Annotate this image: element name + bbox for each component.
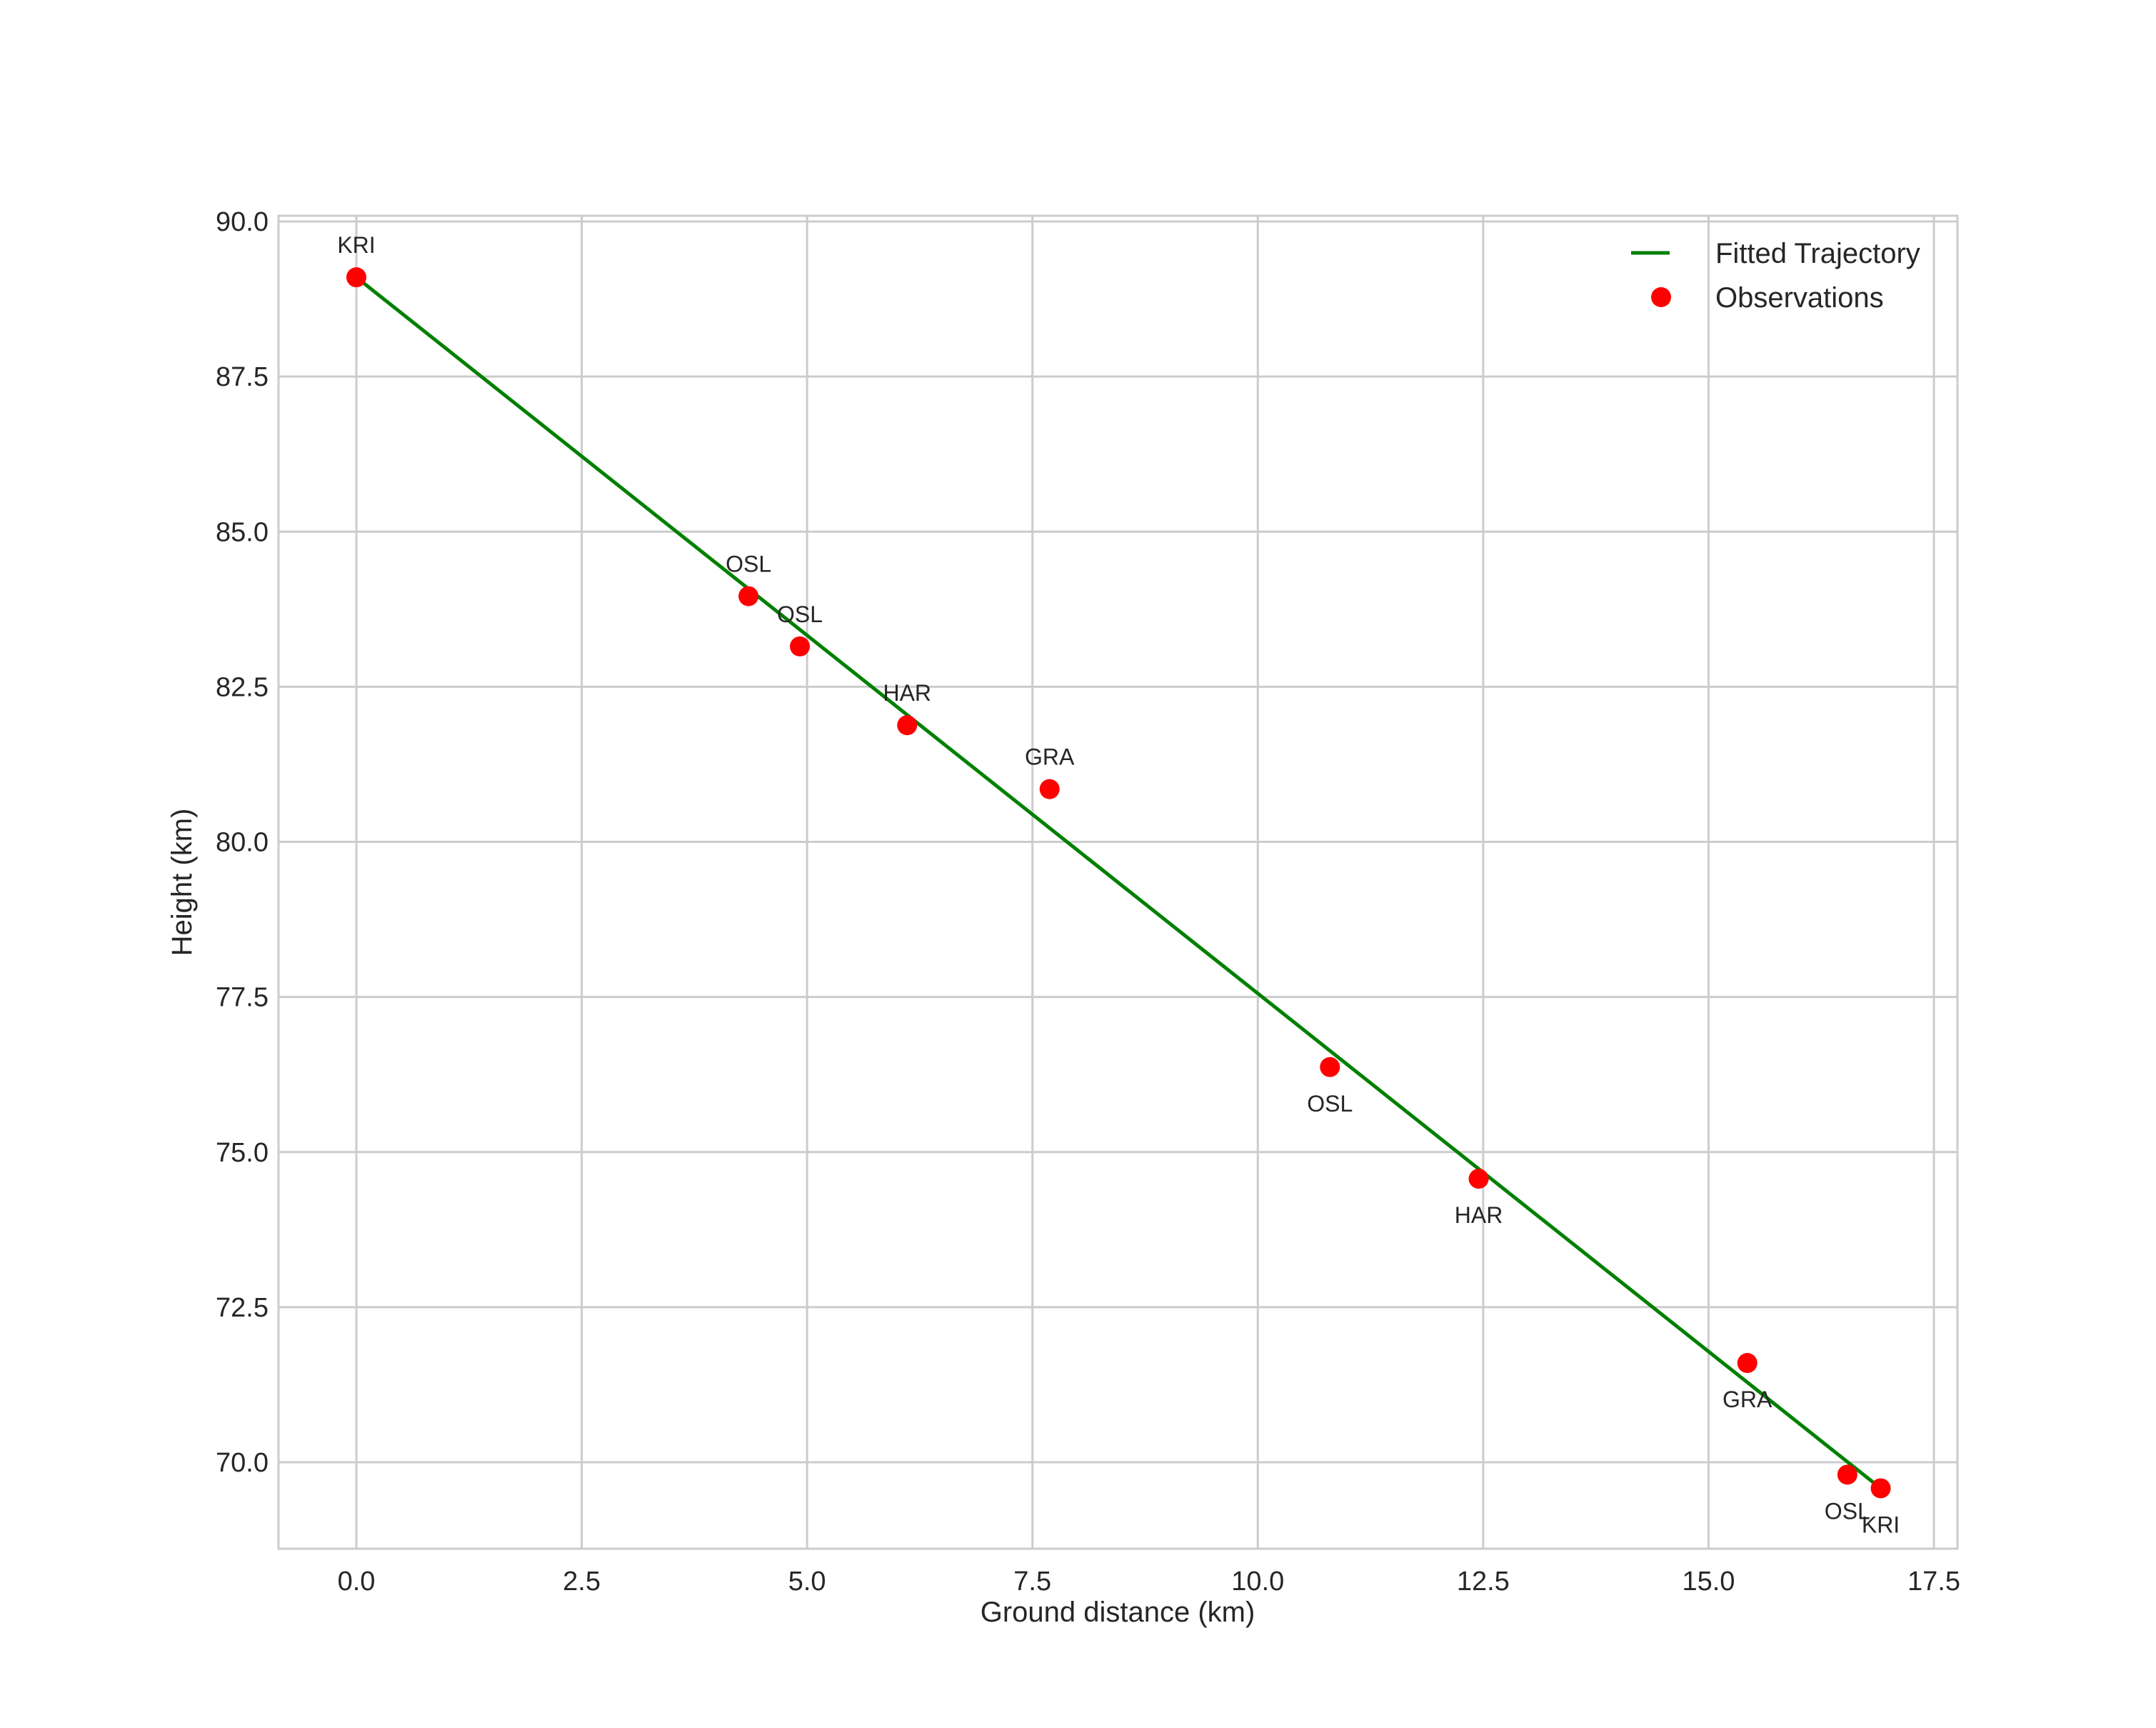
legend-label-observations: Observations bbox=[1715, 282, 1884, 314]
observation-point bbox=[790, 636, 811, 656]
observation-point bbox=[1870, 1478, 1891, 1499]
legend-circle-icon bbox=[1651, 287, 1671, 307]
axes-frame bbox=[277, 214, 1959, 1550]
station-label: HAR bbox=[883, 680, 931, 706]
y-tick-label: 90.0 bbox=[216, 207, 269, 237]
station-label: KRI bbox=[337, 232, 375, 258]
x-tick-label: 2.5 bbox=[563, 1567, 601, 1597]
station-label: GRA bbox=[1723, 1387, 1773, 1412]
station-label: OSL bbox=[726, 551, 771, 577]
y-axis-label: Height (km) bbox=[166, 809, 198, 957]
grid-lines bbox=[279, 216, 1957, 1549]
legend: Fitted Trajectory Observations bbox=[1631, 238, 1920, 314]
y-tick-label: 75.0 bbox=[216, 1138, 269, 1168]
station-label: OSL bbox=[777, 601, 823, 627]
station-label: KRI bbox=[1862, 1512, 1900, 1537]
observation-point bbox=[1039, 779, 1060, 799]
y-tick-label: 85.0 bbox=[216, 517, 269, 547]
x-tick-label: 5.0 bbox=[788, 1567, 826, 1597]
legend-label-fitted-trajectory: Fitted Trajectory bbox=[1715, 238, 1920, 269]
fitted-trajectory-path bbox=[355, 276, 1882, 1490]
observation-point bbox=[1468, 1169, 1489, 1189]
y-tick-label: 72.5 bbox=[216, 1293, 269, 1323]
observation-point bbox=[897, 715, 918, 736]
x-tick-label: 0.0 bbox=[338, 1567, 376, 1597]
x-tick-label: 12.5 bbox=[1457, 1567, 1510, 1597]
x-tick-label: 7.5 bbox=[1013, 1567, 1051, 1597]
x-tick-label: 17.5 bbox=[1907, 1567, 1960, 1597]
station-label: HAR bbox=[1455, 1202, 1503, 1228]
station-label: OSL bbox=[1307, 1091, 1353, 1117]
x-tick-label: 15.0 bbox=[1682, 1567, 1735, 1597]
y-tick-label: 87.5 bbox=[216, 362, 269, 392]
observation-point bbox=[1837, 1464, 1857, 1485]
observation-point bbox=[1737, 1353, 1758, 1374]
observation-point bbox=[1320, 1057, 1340, 1077]
x-axis-ticks: 0.0 2.5 5.0 7.5 10.0 12.5 15.0 17.5 bbox=[338, 1567, 1960, 1597]
y-axis-ticks: 70.0 72.5 75.0 77.5 80.0 82.5 85.0 87.5 90.0 bbox=[216, 207, 269, 1478]
y-tick-label: 82.5 bbox=[216, 672, 269, 702]
y-tick-label: 70.0 bbox=[216, 1448, 269, 1478]
x-tick-label: 10.0 bbox=[1231, 1567, 1284, 1597]
y-tick-label: 77.5 bbox=[216, 983, 269, 1013]
fitted-trajectory-line bbox=[355, 276, 1882, 1490]
x-axis-label: Ground distance (km) bbox=[981, 1597, 1255, 1628]
station-label: OSL bbox=[1825, 1498, 1870, 1524]
y-tick-label: 80.0 bbox=[216, 828, 269, 858]
observation-point bbox=[738, 586, 759, 606]
observation-point bbox=[346, 267, 366, 288]
station-label: GRA bbox=[1025, 744, 1075, 770]
